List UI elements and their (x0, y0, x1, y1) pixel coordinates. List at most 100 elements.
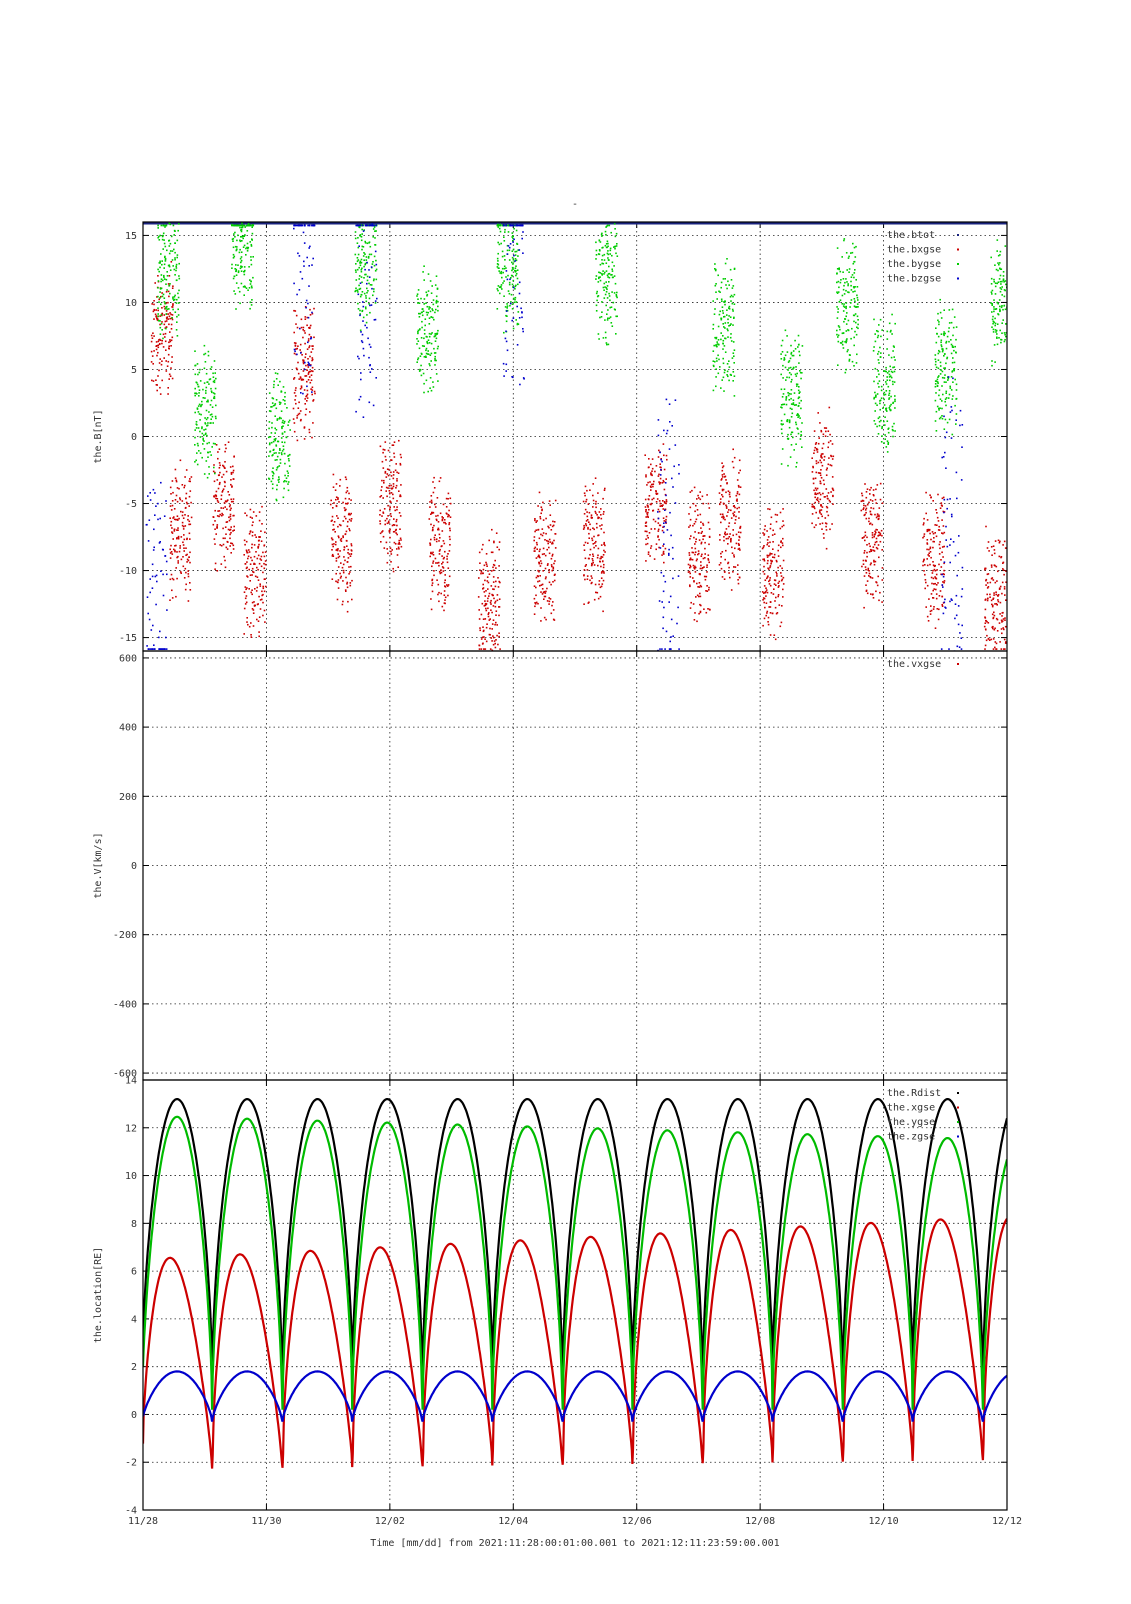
data-point (828, 492, 830, 494)
data-point (258, 620, 260, 622)
data-point (782, 542, 784, 544)
data-point (164, 297, 166, 299)
data-point (988, 541, 990, 543)
data-point (246, 595, 248, 597)
data-point (764, 533, 766, 535)
data-point (448, 567, 450, 569)
data-point (182, 484, 184, 486)
data-point (719, 366, 721, 368)
data-point (791, 389, 793, 391)
data-point (390, 485, 392, 487)
data-point (653, 519, 655, 521)
data-point (187, 515, 189, 517)
data-point (204, 397, 206, 399)
data-point (349, 571, 351, 573)
data-point (494, 602, 496, 604)
data-point (196, 452, 198, 454)
data-point (658, 509, 660, 511)
data-point (653, 498, 655, 500)
data-point (709, 536, 711, 538)
data-point (699, 574, 701, 576)
data-point (785, 355, 787, 357)
data-point (612, 262, 614, 264)
data-point (844, 238, 846, 240)
data-point (595, 511, 597, 513)
data-point (722, 343, 724, 345)
data-point (855, 279, 857, 281)
data-point (358, 226, 360, 228)
data-point (827, 498, 829, 500)
data-point (941, 519, 943, 521)
data-point (991, 360, 993, 362)
data-point (865, 512, 867, 514)
data-point (781, 428, 783, 430)
data-point (362, 291, 364, 293)
data-point (182, 500, 184, 502)
data-point (695, 551, 697, 553)
data-point (400, 484, 402, 486)
data-point (658, 529, 660, 531)
data-point (153, 309, 155, 311)
data-point (767, 592, 769, 594)
data-point (442, 606, 444, 608)
data-point (342, 502, 344, 504)
data-point (339, 556, 341, 558)
data-point (449, 530, 451, 532)
data-point (206, 419, 208, 421)
data-point (792, 432, 794, 434)
data-point (597, 557, 599, 559)
data-point (311, 374, 313, 376)
data-point (485, 562, 487, 564)
data-point (360, 288, 362, 290)
data-point (603, 532, 605, 534)
data-point (169, 339, 171, 341)
data-point (693, 537, 695, 539)
data-point (396, 472, 398, 474)
data-point (210, 418, 212, 420)
data-point (305, 414, 307, 416)
data-point (295, 390, 297, 392)
data-point (697, 495, 699, 497)
data-point (423, 345, 425, 347)
data-point (837, 247, 839, 249)
data-point (722, 358, 724, 360)
data-point (485, 608, 487, 610)
data-point (728, 567, 730, 569)
data-point (932, 541, 934, 543)
data-point (230, 552, 232, 554)
data-point (588, 558, 590, 560)
data-point (593, 536, 595, 538)
data-point (246, 587, 248, 589)
data-point (879, 592, 881, 594)
data-point (488, 616, 490, 618)
data-point (874, 564, 876, 566)
data-point (935, 383, 937, 385)
data-point (584, 527, 586, 529)
data-point (794, 340, 796, 342)
data-point (925, 582, 927, 584)
data-point (876, 529, 878, 531)
data-point (941, 604, 943, 606)
data-point (307, 397, 309, 399)
data-point (424, 329, 426, 331)
data-point (191, 476, 193, 478)
data-point (658, 456, 660, 458)
data-point (942, 556, 944, 558)
data-point (178, 275, 180, 277)
data-point (380, 446, 382, 448)
data-point (171, 590, 173, 592)
data-point (865, 532, 867, 534)
data-point (782, 538, 784, 540)
data-point (768, 606, 770, 608)
data-point (399, 543, 401, 545)
data-point (599, 249, 601, 251)
data-point (666, 499, 668, 501)
data-point (720, 485, 722, 487)
data-point (248, 223, 250, 225)
data-point (940, 373, 942, 375)
data-point (949, 386, 951, 388)
data-point (264, 578, 266, 580)
data-point (722, 576, 724, 578)
data-point (994, 615, 996, 617)
data-point (486, 641, 488, 643)
